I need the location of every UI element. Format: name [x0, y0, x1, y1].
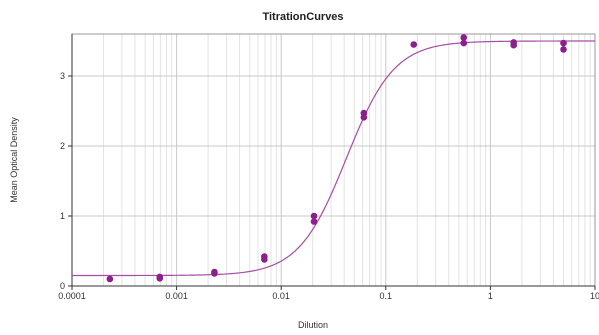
plot-frame: [71, 33, 596, 287]
x-tick-label: 0.0001: [58, 291, 86, 301]
data-point: [156, 275, 164, 282]
data-point: [360, 114, 368, 121]
x-tick-label: 0.01: [272, 291, 290, 301]
data-point: [560, 46, 567, 53]
x-tick-label: 0.001: [165, 291, 188, 301]
data-point: [510, 41, 517, 49]
data-point: [310, 212, 318, 220]
data-point: [106, 275, 114, 283]
data-point: [211, 270, 218, 277]
data-point: [460, 39, 468, 47]
tick-labels: 0.0001 0.001 0.01 0.1 1 10 0 1 2 3: [58, 71, 599, 301]
chart-title: TitrationCurves: [262, 11, 343, 23]
y-tick-label: 0: [60, 281, 65, 291]
x-tick-label: 0.1: [380, 291, 393, 301]
axes: [68, 33, 596, 290]
x-axis-label: Dilution: [298, 320, 328, 330]
x-tick-label: 10: [590, 291, 599, 301]
grid: [71, 34, 595, 287]
data-point: [410, 41, 418, 48]
data-point: [560, 39, 567, 47]
y-tick-label: 3: [60, 71, 65, 81]
data-point: [460, 34, 468, 41]
y-axis-label: Mean Optical Density: [9, 117, 19, 203]
x-tick-label: 1: [488, 291, 493, 301]
y-tick-label: 2: [60, 141, 65, 151]
y-tick-label: 1: [60, 211, 65, 221]
data-point: [261, 256, 268, 263]
data-points: [106, 34, 567, 283]
data-point: [310, 218, 318, 225]
